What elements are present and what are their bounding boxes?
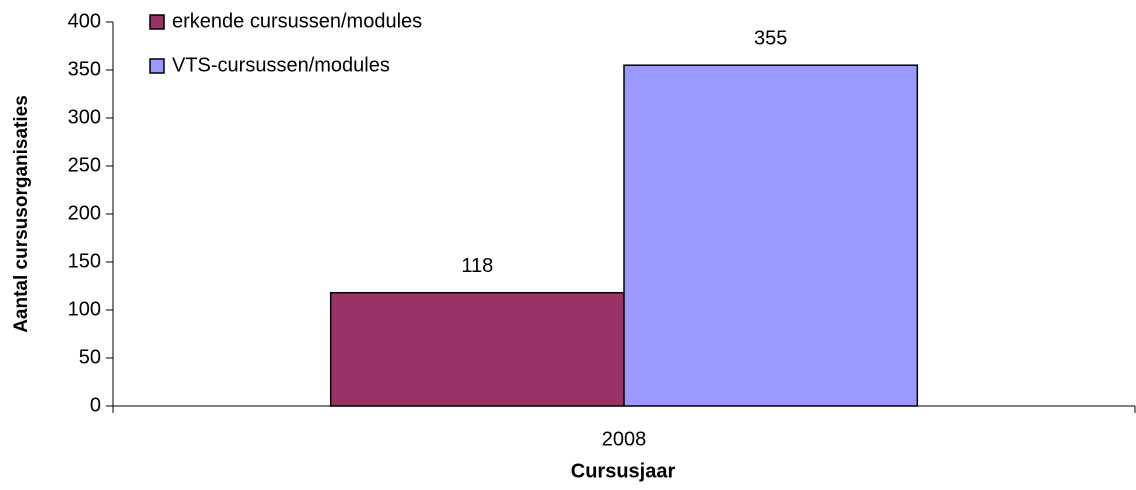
legend-swatch bbox=[149, 58, 165, 74]
y-tick-label: 100 bbox=[68, 298, 101, 320]
y-tick-label: 200 bbox=[68, 202, 101, 224]
legend-label: VTS-cursussen/modules bbox=[172, 54, 390, 76]
data-label: 118 bbox=[461, 255, 493, 277]
x-axis-label: Cursusjaar bbox=[571, 460, 676, 482]
y-tick-label: 300 bbox=[68, 106, 101, 128]
legend-label: erkende cursussen/modules bbox=[172, 10, 422, 32]
y-tick-label: 350 bbox=[68, 58, 101, 80]
y-axis-label: Aantal cursusorganisaties bbox=[11, 95, 32, 333]
data-label: 355 bbox=[754, 27, 787, 49]
y-tick-label: 250 bbox=[68, 154, 101, 176]
bar bbox=[329, 291, 625, 407]
x-tick-label: 2008 bbox=[602, 428, 647, 450]
bar bbox=[623, 64, 919, 407]
y-tick-label: 150 bbox=[68, 250, 101, 272]
y-tick-label: 0 bbox=[90, 394, 101, 416]
legend-swatch bbox=[149, 14, 165, 30]
y-tick-label: 400 bbox=[68, 10, 101, 32]
y-tick-label: 50 bbox=[79, 346, 101, 368]
